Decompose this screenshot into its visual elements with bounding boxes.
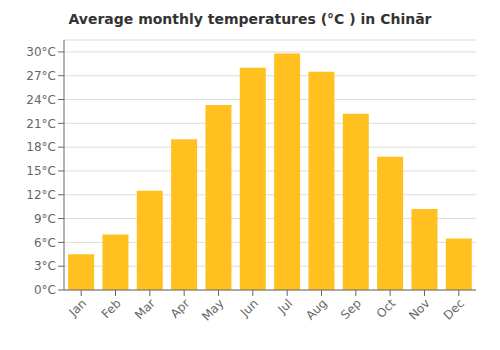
svg-text:24°C: 24°C [26, 93, 56, 107]
svg-text:3°C: 3°C [34, 259, 56, 273]
html-text:Average monthly temperatures (: Average monthly temperatures (°C ) in Ch… [68, 11, 432, 27]
svg-text:Nov: Nov [406, 296, 432, 322]
svg-text:Jun: Jun [237, 296, 261, 320]
svg-text:Jan: Jan [66, 296, 90, 320]
svg-text:Feb: Feb [99, 296, 124, 321]
svg-text:Sep: Sep [338, 296, 364, 322]
svg-text:21°C: 21°C [26, 117, 56, 131]
svg-text:Mar: Mar [132, 296, 158, 322]
svg-text:Oct: Oct [374, 296, 399, 321]
svg-text:12°C: 12°C [26, 188, 56, 202]
svg-text:18°C: 18°C [26, 140, 56, 154]
svg-text:27°C: 27°C [26, 69, 56, 83]
svg-text:6°C: 6°C [34, 236, 56, 250]
svg-text:Dec: Dec [441, 296, 467, 322]
svg-text:Apr: Apr [168, 296, 193, 321]
svg-text:30°C: 30°C [26, 45, 56, 59]
svg-text:Jul: Jul [274, 296, 295, 317]
svg-text:May: May [199, 296, 226, 323]
svg-text:15°C: 15°C [26, 164, 56, 178]
svg-text:9°C: 9°C [34, 212, 56, 226]
svg-text:Aug: Aug [303, 296, 329, 322]
svg-text:0°C: 0°C [34, 283, 56, 297]
